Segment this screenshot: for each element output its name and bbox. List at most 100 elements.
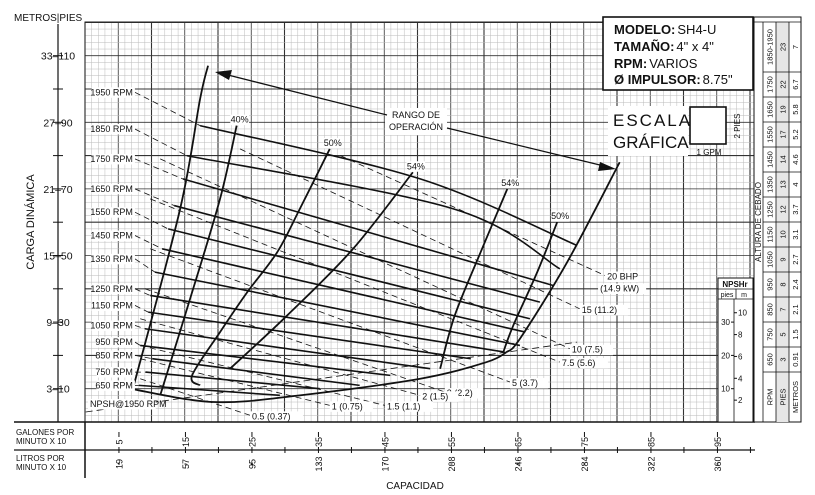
bhp-label-text: 10 (7.5) (572, 345, 603, 355)
bhp-line (150, 198, 560, 363)
rpm-label-text: 1250 RPM (90, 284, 133, 294)
efficiency-label: 54% (406, 161, 426, 172)
gpm-tick-label: 65 (513, 437, 523, 447)
rpm-label-text: 950 RPM (95, 337, 133, 347)
scale-label-2: GRÁFICA (613, 133, 689, 152)
table-header: PIES (779, 388, 788, 405)
table-cell: 12 (779, 205, 788, 213)
bhp-label-text: 2 (1.5) (422, 391, 448, 401)
rpm-label: 1550 RPM (90, 207, 135, 218)
bhp-label-bg (559, 358, 608, 369)
arrow-head-left-icon (215, 70, 232, 80)
rpm-label-text: 1850 RPM (90, 124, 133, 134)
rpm: RPM: VARIOS (614, 56, 698, 71)
rpm-label: 1950 RPM (90, 87, 135, 98)
table-cell: 1550 (766, 126, 775, 143)
rpm-label-text: 1150 RPM (91, 300, 133, 310)
lpm-row-label-2: MINUTO X 10 (16, 463, 67, 472)
bhp-label-bg (509, 378, 549, 389)
table-cell: 2.1 (791, 304, 800, 314)
rpm-curve-dashed (134, 355, 153, 360)
table-cell: 8 (779, 282, 788, 286)
x-axis-label: CAPACIDAD (386, 481, 444, 492)
efficiency-label: 50% (323, 137, 343, 149)
gpm-tick-label: 75 (580, 437, 590, 447)
rpm-label-bg (91, 253, 135, 265)
efficiency-curve (439, 188, 509, 369)
efficiency-label-bg (500, 177, 520, 189)
rpm-label-bg (96, 380, 135, 391)
rpm-label-bg (91, 87, 135, 98)
operating-range-label-1: RANGO DE (392, 110, 440, 120)
bhp-line (140, 345, 385, 406)
bhp-label-text: 20 BHP (607, 271, 638, 281)
efficiency-label: 40% (230, 114, 250, 126)
rpm-curve (140, 344, 391, 377)
rpm-label-text: 1950 RPM (90, 87, 133, 97)
impeller-diameter: Ø IMPULSOR: 8.75" (614, 72, 733, 87)
table-cell: 1750 (766, 76, 775, 93)
y-tick-label: 9–30 (46, 317, 70, 329)
bhp-label-bg (605, 271, 639, 282)
operating-range-label-2: OPERACIÓN (389, 122, 443, 132)
rpm-curve (186, 154, 561, 270)
arrow-head-right-icon (598, 162, 616, 171)
rpm-label-bg (91, 230, 135, 242)
table-cell: 6.7 (791, 79, 800, 89)
npshr-col-ft: pies (721, 292, 734, 299)
bhp-label: 3 (2.2) (444, 388, 484, 399)
bhp-label-text: 1 (0.75) (332, 401, 363, 411)
rpm-curve-dashed (134, 258, 156, 273)
lpm-tick-label: 284 (580, 456, 590, 471)
table-cell: 1650 (766, 101, 775, 118)
gpm-row-label-1: GALONES POR (16, 428, 74, 437)
rpm-curve (152, 357, 360, 387)
npshr-ticks: 30 20 10 10 8 6 4 2 (721, 309, 747, 405)
bhp-label-kw: (14.9 kW) (598, 283, 647, 294)
lpm-row-label-1: LITROS POR (16, 454, 65, 463)
table-cell: 19 (779, 105, 788, 113)
table-cell: 3 (779, 357, 788, 361)
efficiency-label-text: 50% (551, 211, 569, 221)
bhp-label: 1 (0.75) (329, 401, 373, 412)
rpm-label: 1150 RPM (91, 300, 135, 311)
rpm-label-bg (91, 300, 135, 311)
npshr-col-m: m (741, 292, 747, 299)
y-tick-label: 15–50 (43, 251, 72, 263)
efficiency-label-bg (406, 161, 426, 172)
scale-square (689, 106, 727, 145)
lpm-tick-label: 246 (513, 456, 523, 471)
rpm-label-text: 750 RPM (95, 367, 133, 377)
bhp-label-bg (249, 411, 303, 422)
rpm-label: 1350 RPM (90, 254, 135, 265)
efficiency-curve (190, 148, 331, 387)
rpm-label-bg (91, 183, 135, 195)
scale-horizontal-label: 1 GPM (697, 148, 722, 157)
y-tick-label: 33–110 (41, 51, 75, 63)
gpm-tick-label: 45 (380, 437, 390, 447)
bhp-line (160, 158, 570, 350)
operating-range-arrow-left (227, 74, 388, 116)
y-tick-label: 21–70 (43, 184, 72, 196)
table-header: METROS (791, 381, 800, 413)
table-cell: 1350 (766, 176, 775, 193)
efficiency-label-bg (550, 211, 570, 222)
gpm-row-label-2: MINUTO X 10 (16, 437, 67, 446)
lpm-tick-label: 57 (181, 459, 191, 469)
operating-range-bottom-boundary (130, 351, 508, 404)
gpm-tick-label: 25 (247, 437, 257, 447)
rpm-curve-dashed (134, 188, 175, 206)
bhp-label-kw-text: (14.9 kW) (600, 283, 639, 293)
table-cell: 10 (779, 230, 788, 238)
rpm-curve (150, 294, 505, 353)
npshr-ft-label: 30 (721, 318, 730, 327)
gpm-tick-label: 85 (646, 437, 656, 447)
bhp-label-text: 5 (3.7) (512, 378, 538, 388)
npshr-title: NPSHr (722, 280, 747, 289)
model: MODELO: SH4-U (614, 22, 716, 37)
y-tick-label: 27–90 (43, 117, 72, 129)
table-cell: 5.2 (791, 129, 800, 139)
efficiency-label-bg (323, 137, 343, 149)
table-cell: 950 (766, 278, 775, 291)
npsh-label-bg (88, 399, 156, 410)
